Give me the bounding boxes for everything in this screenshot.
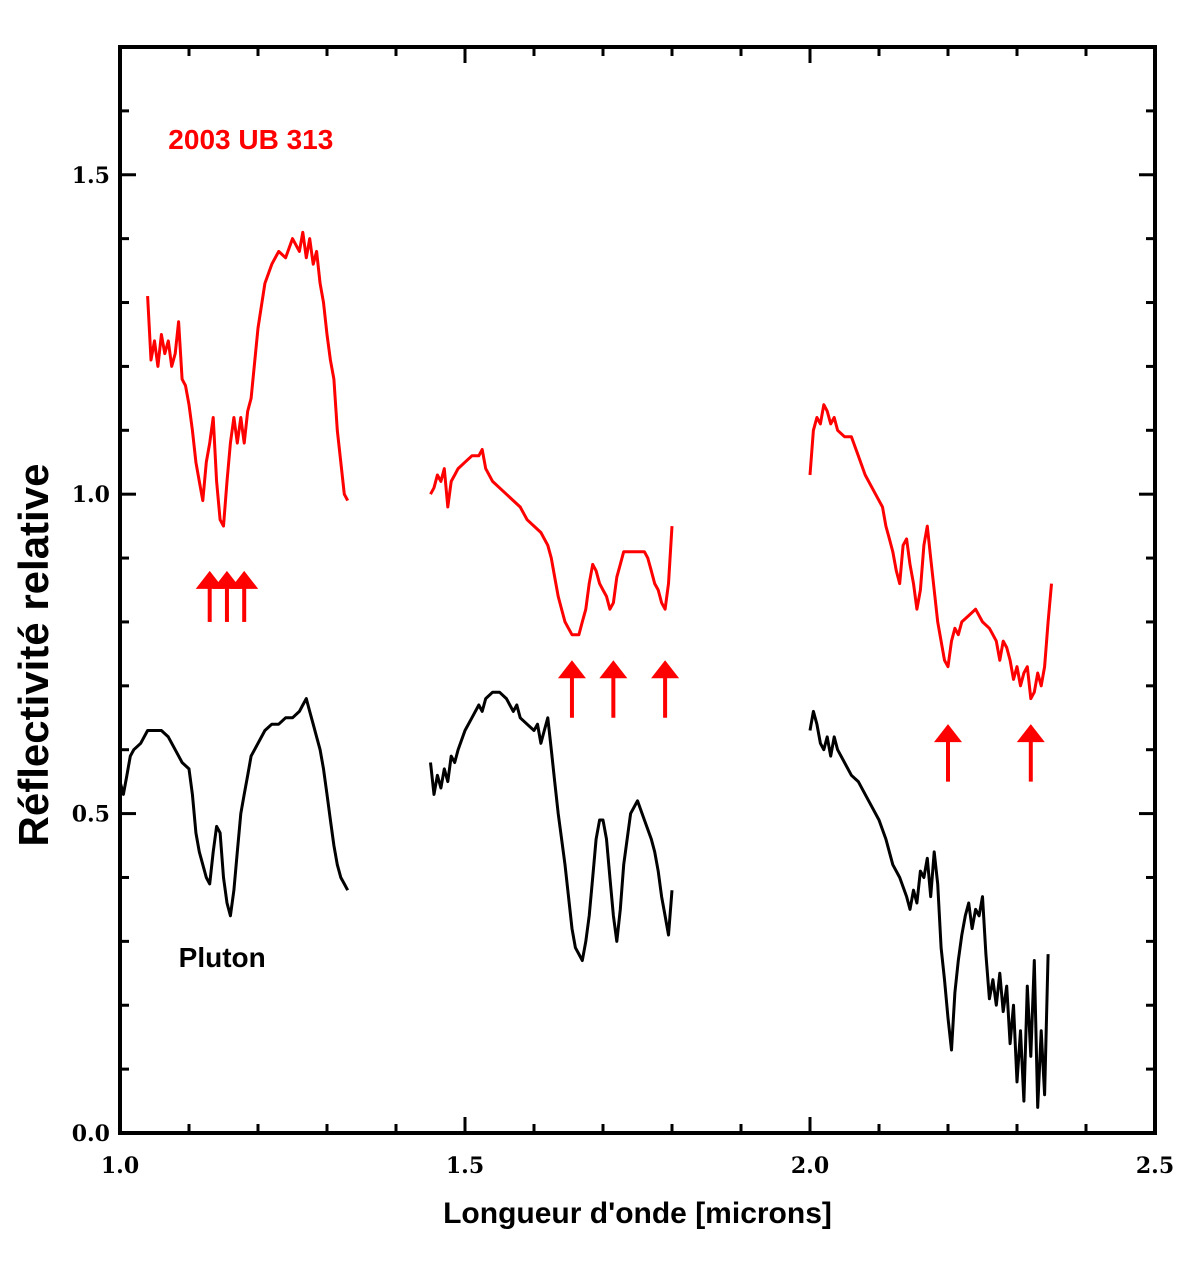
y-axis-title: Réflectivité relative xyxy=(10,464,57,847)
series-2003-ub-313-band-1 xyxy=(146,230,350,528)
y-tick-label: 0.0 xyxy=(72,1121,110,1147)
absorption-arrow xyxy=(195,570,224,622)
plot-frame xyxy=(118,45,1157,1135)
tick-labels: 1.0 1.5 2.0 2.5 0.0 0.5 1.0 1.5 xyxy=(72,163,1174,1179)
series-pluton-band-1 xyxy=(118,697,350,918)
series-label-pluton: Pluton xyxy=(179,942,266,973)
y-tick-label: 1.5 xyxy=(72,163,110,189)
absorption-arrow xyxy=(651,660,680,718)
axes xyxy=(118,45,1157,1135)
x-tick-label: 1.5 xyxy=(446,1153,484,1179)
series-layer xyxy=(118,230,1053,1109)
absorption-arrow xyxy=(934,724,962,782)
series-pluton-band-2 xyxy=(429,690,674,962)
y-tick-label: 1.0 xyxy=(72,482,110,508)
series-2003-ub-313-band-2 xyxy=(429,448,674,637)
absorption-arrow xyxy=(557,660,586,718)
absorption-arrow xyxy=(599,660,628,718)
series-label-2003-ub-313: 2003 UB 313 xyxy=(168,124,333,155)
x-tick-label: 2.5 xyxy=(1136,1153,1174,1179)
x-tick-label: 1.0 xyxy=(101,1153,139,1179)
absorption-arrow xyxy=(1016,724,1045,782)
absorption-arrows xyxy=(195,570,1045,782)
absorption-arrow xyxy=(230,570,259,622)
series-pluton-band-3 xyxy=(808,709,1050,1109)
x-tick-label: 2.0 xyxy=(791,1153,829,1179)
y-tick-label: 0.5 xyxy=(72,802,110,828)
series-2003-ub-313-band-3 xyxy=(808,403,1053,701)
absorption-arrow xyxy=(212,570,241,622)
ticks xyxy=(118,45,1157,1135)
x-axis-title: Longueur d'onde [microns] xyxy=(443,1197,832,1230)
